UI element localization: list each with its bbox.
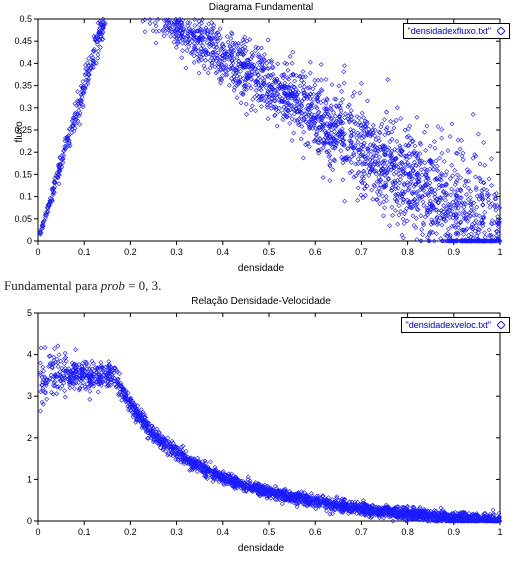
svg-text:0: 0	[35, 247, 40, 257]
svg-text:4: 4	[27, 350, 32, 360]
svg-text:0.9: 0.9	[448, 527, 461, 537]
svg-text:0.15: 0.15	[14, 169, 32, 179]
chart2-legend: "densidadexveloc.txt"	[401, 317, 510, 333]
svg-text:0.7: 0.7	[355, 527, 368, 537]
svg-text:0.3: 0.3	[170, 527, 183, 537]
svg-text:0: 0	[35, 527, 40, 537]
svg-text:1: 1	[497, 247, 502, 257]
svg-text:0.2: 0.2	[19, 147, 32, 157]
svg-text:0.4: 0.4	[19, 58, 32, 68]
caption: Fundamental para prob = 0, 3.	[4, 278, 522, 294]
caption-eq: = 0, 3.	[125, 278, 162, 293]
svg-text:0.8: 0.8	[401, 247, 414, 257]
svg-text:3: 3	[27, 391, 32, 401]
svg-text:0.2: 0.2	[124, 247, 137, 257]
svg-text:5: 5	[27, 308, 32, 318]
chart1-holder: fluxo 0 0.1 0.2 0.3 0.4 0.5 0.6 0.7 0.8 0.9 1 0 0.05…	[8, 13, 522, 263]
chart1-title: Diagrama Fundamental	[0, 0, 522, 13]
svg-text:0.4: 0.4	[217, 527, 230, 537]
chart2-xlabel: densidade	[0, 543, 522, 554]
chart2-legend-text: "densidadexveloc.txt"	[406, 320, 491, 330]
diamond-icon	[497, 321, 505, 329]
svg-text:0.45: 0.45	[14, 36, 32, 46]
caption-var: prob	[101, 278, 125, 293]
chart2-plot: 0 0.1 0.2 0.3 0.4 0.5 0.6 0.7 0.8 0.9 1 0 1 2 3 4 5	[8, 307, 506, 543]
svg-text:0.3: 0.3	[170, 247, 183, 257]
svg-text:0: 0	[27, 516, 32, 526]
svg-text:0.1: 0.1	[78, 247, 91, 257]
chart2-holder: 0 0.1 0.2 0.3 0.4 0.5 0.6 0.7 0.8 0.9 1 0 1 2 3 4 5 "den…	[8, 307, 522, 543]
svg-text:0.35: 0.35	[14, 81, 32, 91]
chart1-legend: "densidadexfluxo.txt"	[403, 23, 510, 39]
svg-text:0.3: 0.3	[19, 103, 32, 113]
svg-text:2: 2	[27, 433, 32, 443]
svg-text:0.1: 0.1	[78, 527, 91, 537]
chart1-legend-text: "densidadexfluxo.txt"	[408, 26, 491, 36]
svg-text:1: 1	[497, 527, 502, 537]
svg-text:0.4: 0.4	[217, 247, 230, 257]
svg-text:0.9: 0.9	[448, 247, 461, 257]
diamond-icon	[497, 27, 505, 35]
svg-text:0.6: 0.6	[309, 247, 322, 257]
svg-text:0.6: 0.6	[309, 527, 322, 537]
svg-text:0.2: 0.2	[124, 527, 137, 537]
caption-prefix: Fundamental para	[4, 278, 101, 293]
svg-text:0: 0	[27, 236, 32, 246]
chart1-ylabel: fluxo	[14, 121, 25, 142]
svg-text:0.8: 0.8	[401, 527, 414, 537]
svg-text:0.1: 0.1	[19, 192, 32, 202]
svg-text:0.5: 0.5	[263, 527, 276, 537]
svg-text:0.7: 0.7	[355, 247, 368, 257]
chart1-xlabel: densidade	[0, 263, 522, 274]
svg-text:0.05: 0.05	[14, 214, 32, 224]
svg-text:0.5: 0.5	[263, 247, 276, 257]
svg-text:0.5: 0.5	[19, 14, 32, 24]
chart2-title: Relação Densidade-Velocidade	[0, 296, 522, 307]
chart1-plot: 0 0.1 0.2 0.3 0.4 0.5 0.6 0.7 0.8 0.9 1 0 0.05 0.1 0.1…	[8, 13, 506, 263]
svg-text:1: 1	[27, 474, 32, 484]
